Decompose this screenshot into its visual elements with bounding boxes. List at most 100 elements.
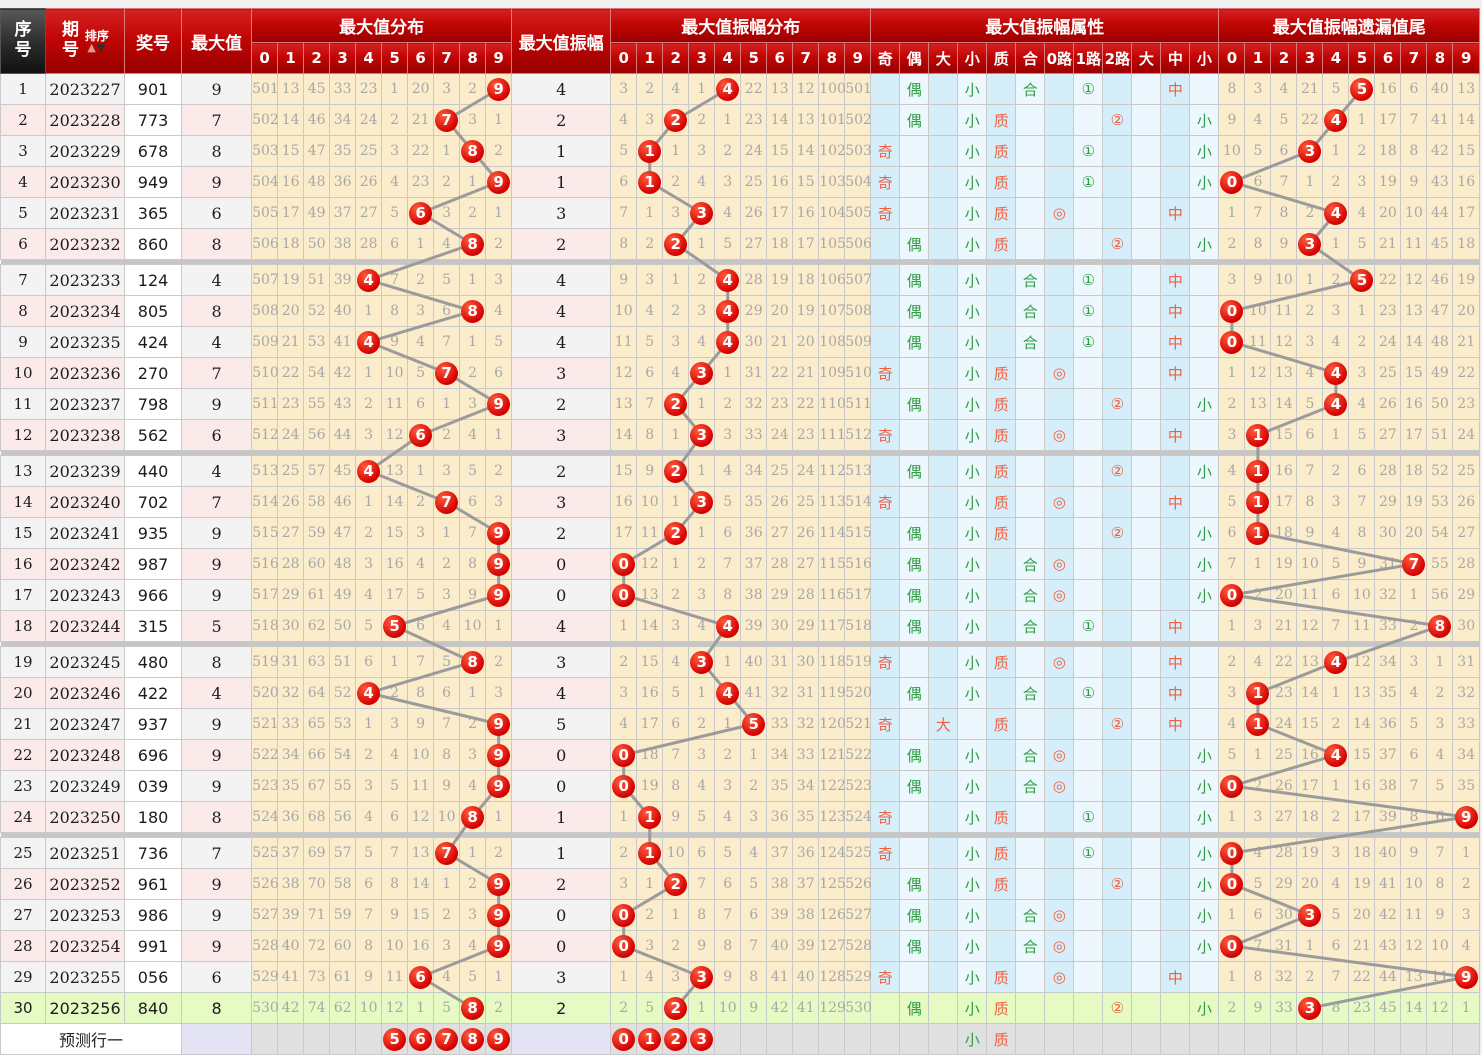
tail-cell-0: 2 <box>1218 992 1246 1024</box>
tail-cell-8: 44 <box>1426 197 1454 229</box>
dist-cell-4: 23 <box>355 73 383 105</box>
tail-col-header-9: 9 <box>1452 42 1480 74</box>
attr-cell-奇-0: 奇 <box>870 486 901 518</box>
amp-dist-cell-5: 41 <box>740 677 768 709</box>
dist-cell-0: 529 <box>251 961 279 993</box>
tail-cell-2: 15 <box>1270 419 1298 451</box>
tail-cell-0: 1 <box>1218 357 1246 389</box>
dist-cell-7: 3 <box>433 73 461 105</box>
amp-dist-cell-7: 31 <box>792 677 820 709</box>
tail-cell-5: 8 <box>1348 517 1376 549</box>
col-header-amplitude[interactable]: 最大值振幅 <box>511 8 612 74</box>
tail-cell-7: 7 <box>1400 104 1428 136</box>
attr-cell-小-11: 小 <box>1189 517 1220 549</box>
attr-cell-1路-7 <box>1073 548 1104 580</box>
prize-cell: 966 <box>124 579 183 611</box>
tail-cell-9: 26 <box>1452 486 1480 518</box>
attr-cell-质-4: 质 <box>986 517 1017 549</box>
attr-cell-质-4: 质 <box>986 419 1017 451</box>
attr-cell-小-11: 小 <box>1189 579 1220 611</box>
tail-cell-5: 7 <box>1348 486 1376 518</box>
amp-dist-cell-8: 128 <box>818 961 846 993</box>
dist-cell-8: 5 <box>459 455 487 487</box>
dist-cell-4: 9 <box>355 961 383 993</box>
amp-dist-cell-9: 521 <box>844 708 872 740</box>
period-cell: 2023230 <box>45 166 126 198</box>
hit-circle: 0 <box>612 552 636 576</box>
hit-circle: 7 <box>1402 552 1426 576</box>
dist-cell-0: 514 <box>251 486 279 518</box>
period-cell: 2023236 <box>45 357 126 389</box>
attr-cell-小-3: 小 <box>957 992 988 1024</box>
amp-dist-cell-0: 12 <box>610 357 638 389</box>
dist-cell-1: 25 <box>277 455 305 487</box>
amp-dist-cell-1: 1 <box>636 868 664 900</box>
prize-cell: 805 <box>124 295 183 327</box>
dist-cell-3: 59 <box>329 899 357 931</box>
tail-cell-8: 8 <box>1426 868 1454 900</box>
sort-asc-arrow-icon[interactable]: ▲ <box>87 40 97 54</box>
seq-header-label: 序号 <box>14 20 32 60</box>
amp-dist-cell-2: 1 <box>662 548 690 580</box>
hit-circle: 9 <box>487 1027 511 1051</box>
tail-cell-7: 3 <box>1400 646 1428 678</box>
seq-cell: 2 <box>0 104 47 136</box>
amplitude-cell: 2 <box>511 517 612 549</box>
tail-cell-0: 1 <box>1218 197 1246 229</box>
attr-cell-大-2 <box>928 264 959 296</box>
dist-cell-7: 1 <box>433 868 461 900</box>
dist-cell-7: 4 <box>433 610 461 642</box>
dist-cell-7: 5 <box>433 646 461 678</box>
attr-cell-偶-1 <box>899 197 930 229</box>
dist-cell-3: 62 <box>329 992 357 1024</box>
dist-cell-1: 19 <box>277 264 305 296</box>
tail-cell-0: 5 <box>1218 486 1246 518</box>
attr-cell-小-11 <box>1189 646 1220 678</box>
dist-cell-9: 9 <box>485 579 513 611</box>
max-cell: 9 <box>181 73 253 105</box>
dist-cell-7: 2 <box>433 166 461 198</box>
dist-cell-1: 40 <box>277 930 305 962</box>
tail-cell-4: 4 <box>1322 388 1350 420</box>
period-cell: 2023245 <box>45 646 126 678</box>
col-header-period[interactable]: 期号 排序 ▲▼ <box>45 8 126 74</box>
dist-cell-2: 68 <box>303 801 331 833</box>
attr-cell-大-2 <box>928 419 959 451</box>
amplitude-cell: 1 <box>511 801 612 833</box>
col-header-max[interactable]: 最大值 <box>181 8 253 74</box>
tail-cell-6: 16 <box>1374 73 1402 105</box>
dist-cell-3: 43 <box>329 388 357 420</box>
attr-cell-0路-6 <box>1044 517 1075 549</box>
attr-cell-大-9 <box>1131 388 1162 420</box>
dist-cell-8: 1 <box>459 326 487 358</box>
sort-desc-arrow-icon[interactable]: ▼ <box>96 40 107 54</box>
attr-col-header-6: 0路 <box>1044 42 1075 74</box>
amp-dist-cell-3: 3 <box>688 739 716 771</box>
dist-cell-9: 3 <box>485 264 513 296</box>
amp-dist-cell-3: 9 <box>688 930 716 962</box>
attr-cell-中-10 <box>1160 135 1191 167</box>
hit-circle: 3 <box>1298 996 1322 1020</box>
attr-cell-小-3: 小 <box>957 579 988 611</box>
pred-amp-dist-cell-0: 0 <box>610 1023 638 1055</box>
attr-cell-中-10 <box>1160 801 1191 833</box>
attr-cell-0路-6: ◎ <box>1044 646 1075 678</box>
attr-cell-小-3: 小 <box>957 548 988 580</box>
dist-cell-6: 8 <box>407 677 435 709</box>
tail-cell-8: 7 <box>1426 837 1454 869</box>
tail-cell-0: 2 <box>1218 388 1246 420</box>
dist-cell-0: 525 <box>251 837 279 869</box>
dist-cell-6: 5 <box>407 357 435 389</box>
attr-cell-大-2 <box>928 135 959 167</box>
attr-cell-质-4 <box>986 739 1017 771</box>
dist-cell-7: 7 <box>433 708 461 740</box>
col-header-prize[interactable]: 奖号 <box>124 8 183 74</box>
max-cell: 5 <box>181 610 253 642</box>
seq-cell: 16 <box>0 548 47 580</box>
row-18: 18 2023244 315 5 518 30 62 50 5 5 6 4 10 1 4 1 14 3 4 4 39 30… <box>0 610 1480 642</box>
amp-dist-cell-1: 10 <box>636 486 664 518</box>
dist-cell-5: 10 <box>381 930 409 962</box>
prize-cell: 798 <box>124 388 183 420</box>
tail-cell-1: 8 <box>1244 961 1272 993</box>
col-header-seq[interactable]: 序号 <box>0 8 47 74</box>
